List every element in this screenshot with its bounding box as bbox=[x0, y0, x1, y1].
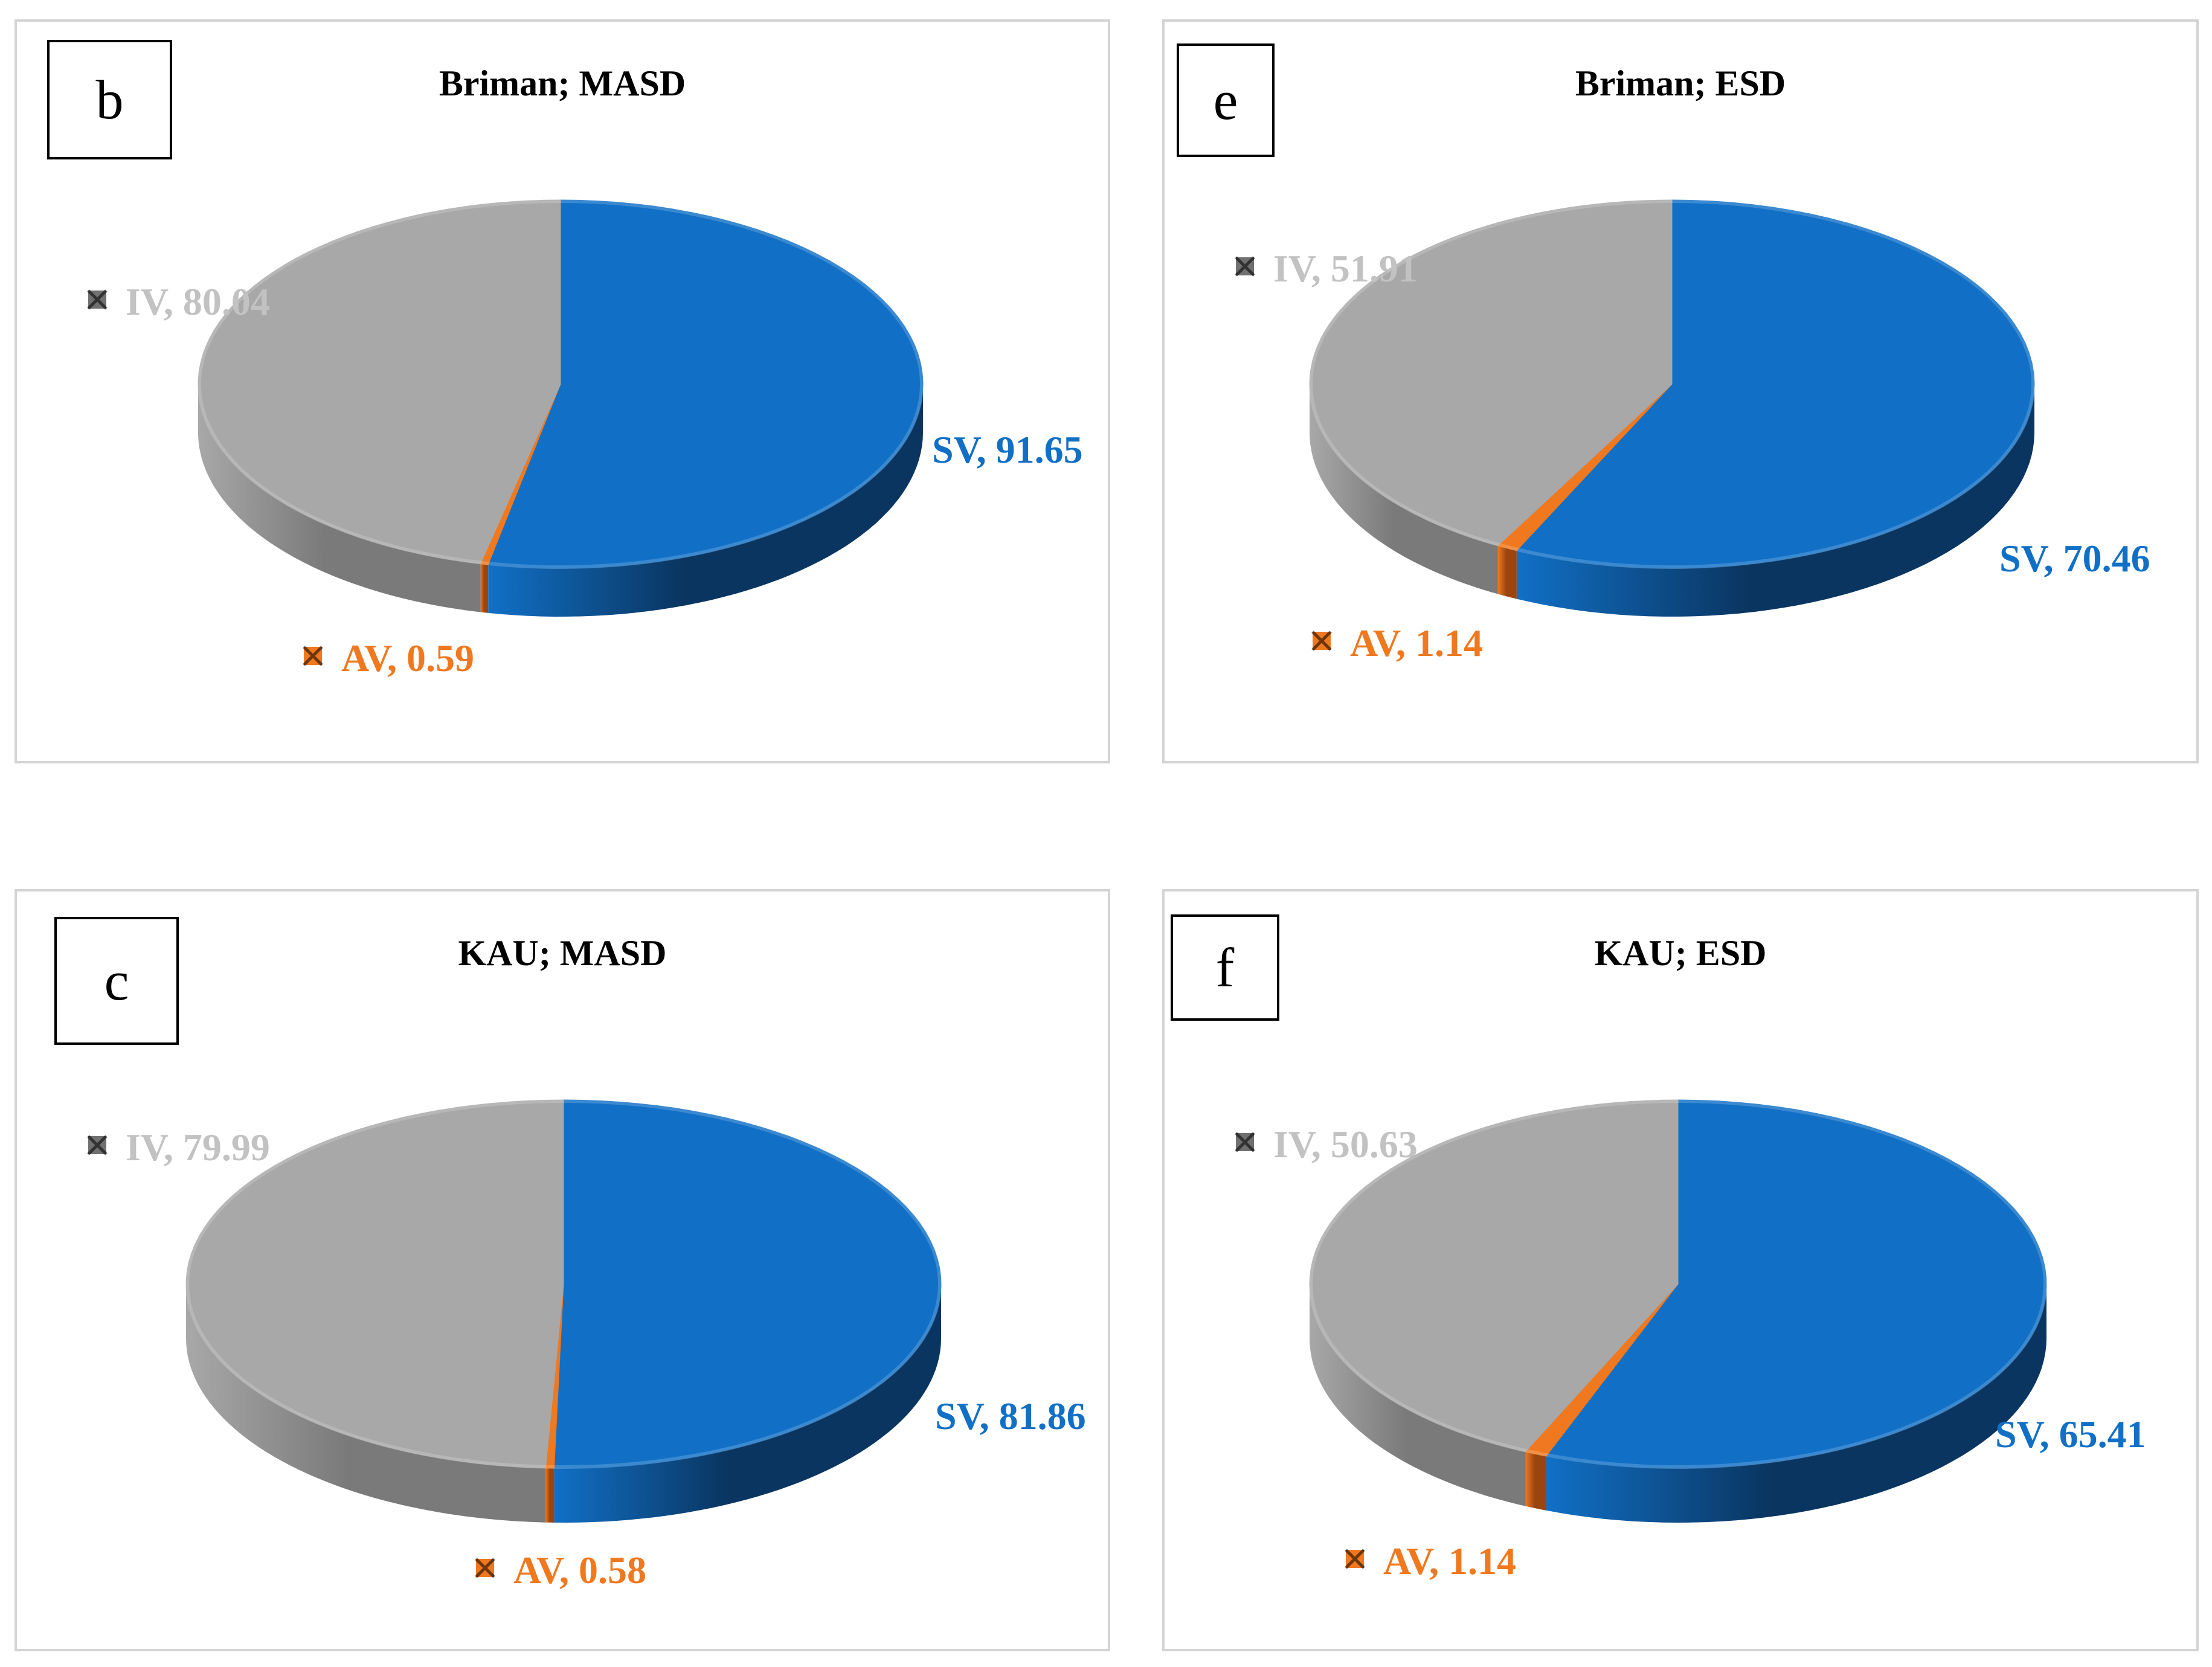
data-label-sv: SV, 91.65 bbox=[932, 428, 1083, 471]
chart-title: Briman; MASD bbox=[439, 63, 686, 103]
panel-letter-box: f bbox=[1171, 914, 1279, 1021]
chart-panel-f: f KAU; ESD SV, 65.41 AV, 1.14 IV, 50.63 bbox=[1162, 889, 2199, 1651]
pie-chart-svg: SV, 91.65 AV, 0.59 IV, 80.04 bbox=[87, 199, 1083, 679]
pie-slice-sv bbox=[487, 199, 924, 569]
data-label-iv: IV, 51.91 bbox=[1273, 247, 1418, 290]
pie-chart-svg: SV, 70.46 AV, 1.14 IV, 51.91 bbox=[1235, 199, 2150, 664]
pie-rim bbox=[1309, 1099, 2047, 1469]
chart-title: Briman; ESD bbox=[1575, 63, 1786, 103]
legend-marker-iv bbox=[87, 289, 108, 310]
legend-marker-av bbox=[1311, 631, 1332, 651]
data-label-sv: SV, 81.86 bbox=[935, 1395, 1086, 1437]
pie-slice-sv bbox=[1516, 199, 2035, 569]
chart-title: KAU; ESD bbox=[1594, 933, 1767, 973]
panel-letter-box: b bbox=[47, 40, 172, 159]
panel-letter-box: c bbox=[54, 917, 179, 1045]
pie-rim bbox=[1309, 199, 2035, 569]
pie-slice-av bbox=[1497, 384, 1673, 551]
legend-marker-iv bbox=[1235, 1132, 1255, 1152]
data-label-sv: SV, 70.46 bbox=[1999, 537, 2150, 580]
chart-panel-e: e Briman; ESD SV, 70.46 AV, 1.14 IV, 51.91 bbox=[1162, 19, 2199, 763]
pie-slice-av bbox=[1525, 1283, 1679, 1457]
chart-panel-b: b Briman; MASD SV, 91.65 AV, 0.59 IV, 80.0… bbox=[14, 19, 1110, 763]
pie-side-iv bbox=[1310, 384, 1498, 594]
pie-rim bbox=[185, 1099, 942, 1469]
pie-side-iv bbox=[198, 384, 481, 612]
legend-marker-av bbox=[303, 646, 323, 666]
pie-rim bbox=[198, 199, 924, 569]
pie-side-av bbox=[545, 1468, 555, 1523]
panel-letter-box: e bbox=[1177, 43, 1275, 157]
legend-marker-iv bbox=[87, 1135, 108, 1155]
pie-chart-svg: SV, 65.41 AV, 1.14 IV, 50.63 bbox=[1235, 1099, 2146, 1582]
legend-marker-av bbox=[475, 1558, 495, 1578]
data-label-av: AV, 1.14 bbox=[1383, 1540, 1516, 1582]
pie-slice-iv bbox=[198, 199, 561, 565]
chart-panel-c: c KAU; MASD SV, 81.86 AV, 0.58 IV, 79.99 bbox=[14, 889, 1110, 1651]
data-label-iv: IV, 50.63 bbox=[1273, 1123, 1418, 1166]
data-label-iv: IV, 80.04 bbox=[126, 280, 270, 323]
pie-side-sv bbox=[1546, 1284, 2046, 1523]
legend-marker-av bbox=[1345, 1549, 1365, 1569]
pie-side-sv bbox=[1516, 384, 2034, 617]
chart-title: KAU; MASD bbox=[458, 933, 667, 973]
pie-side-iv bbox=[186, 1284, 546, 1523]
pie-slice-iv bbox=[185, 1099, 564, 1469]
pie-slice-iv bbox=[1309, 199, 1673, 547]
pie-side-iv bbox=[1310, 1284, 1526, 1506]
pie-side-sv bbox=[488, 384, 923, 617]
data-label-av: AV, 1.14 bbox=[1350, 622, 1483, 664]
pie-slice-iv bbox=[1309, 1099, 1679, 1453]
data-label-sv: SV, 65.41 bbox=[1995, 1413, 2146, 1456]
pie-slice-sv bbox=[553, 1099, 942, 1469]
pie-side-av bbox=[480, 564, 489, 613]
data-label-av: AV, 0.59 bbox=[341, 637, 474, 679]
data-label-iv: IV, 79.99 bbox=[126, 1126, 270, 1169]
pie-chart-svg: SV, 81.86 AV, 0.58 IV, 79.99 bbox=[87, 1099, 1086, 1592]
legend-marker-iv bbox=[1235, 256, 1255, 277]
data-label-av: AV, 0.58 bbox=[513, 1549, 646, 1592]
pie-side-av bbox=[1497, 545, 1517, 599]
pie-side-av bbox=[1525, 1451, 1546, 1511]
pie-side-sv bbox=[554, 1284, 941, 1523]
pie-slice-sv bbox=[1546, 1099, 2047, 1469]
